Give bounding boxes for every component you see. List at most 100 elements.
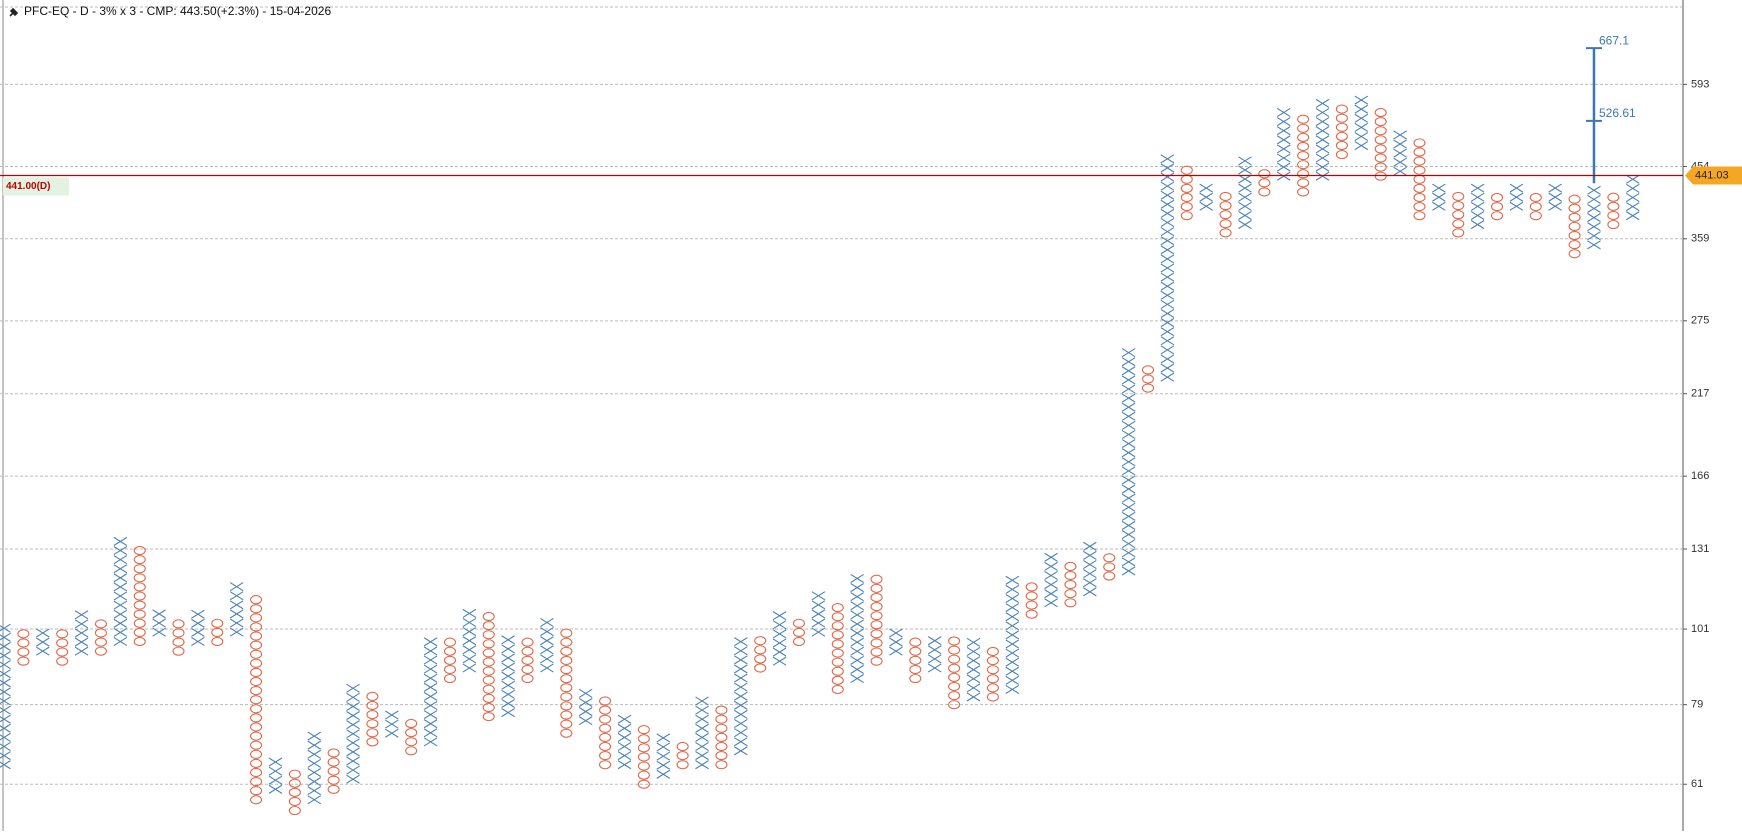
o-box xyxy=(1335,140,1348,151)
o-box xyxy=(831,612,844,622)
o-box xyxy=(482,675,495,685)
o-box xyxy=(1374,135,1387,145)
x-box xyxy=(734,646,748,656)
x-box xyxy=(0,714,11,724)
x-box xyxy=(1625,211,1640,221)
o-box xyxy=(637,752,650,762)
x-box xyxy=(1509,183,1524,193)
x-box xyxy=(1044,589,1058,599)
x-box xyxy=(1238,192,1252,202)
o-box xyxy=(1529,201,1542,212)
x-box xyxy=(966,683,981,693)
x-box xyxy=(74,628,89,638)
o-box xyxy=(1103,562,1116,572)
x-box xyxy=(850,655,864,665)
x-box xyxy=(113,600,128,610)
x-box xyxy=(501,671,515,681)
o-box xyxy=(986,665,999,675)
o-box xyxy=(1297,150,1310,161)
x-box xyxy=(1160,372,1175,382)
x-box xyxy=(1083,541,1097,551)
x-box xyxy=(74,646,89,656)
x-box xyxy=(346,711,360,721)
o-box xyxy=(560,628,573,638)
x-box xyxy=(1238,165,1252,175)
x-box xyxy=(1121,484,1136,494)
x-box xyxy=(1121,493,1136,503)
o-box xyxy=(250,649,263,659)
x-box xyxy=(1121,402,1136,412)
x-box xyxy=(617,714,632,724)
x-box xyxy=(656,733,671,743)
o-box xyxy=(870,629,883,639)
x-box xyxy=(113,627,128,637)
o-box xyxy=(1219,191,1232,202)
x-box xyxy=(850,592,864,602)
chart-title: PFC-EQ - D - 3% x 3 - CMP: 443.50(+2.3%)… xyxy=(24,4,331,18)
x-box xyxy=(811,609,826,619)
x-box xyxy=(1160,172,1175,182)
x-box xyxy=(1587,231,1601,241)
o-box xyxy=(133,582,146,592)
x-box xyxy=(229,600,244,610)
o-box xyxy=(327,757,340,767)
y-tick-label: 61 xyxy=(1691,778,1703,790)
o-box xyxy=(1180,183,1193,193)
o-box xyxy=(250,622,263,632)
x-box xyxy=(229,627,244,637)
x-box xyxy=(307,758,322,768)
o-box xyxy=(560,646,573,656)
o-box xyxy=(1374,107,1387,118)
o-box xyxy=(211,618,224,628)
x-box xyxy=(346,774,360,784)
x-box xyxy=(734,700,748,710)
x-box xyxy=(1005,630,1020,640)
x-box xyxy=(346,683,360,693)
x-box xyxy=(0,751,11,761)
o-box xyxy=(250,676,263,687)
o-box xyxy=(250,595,263,605)
o-box xyxy=(482,657,495,667)
o-box xyxy=(1297,187,1310,197)
o-box xyxy=(250,776,263,787)
o-box xyxy=(1180,192,1193,203)
o-box xyxy=(909,637,922,647)
o-box xyxy=(1141,383,1155,393)
x-box xyxy=(1315,171,1330,181)
x-box xyxy=(1354,104,1369,114)
o-box xyxy=(1607,192,1620,202)
o-box xyxy=(1568,221,1581,232)
x-box xyxy=(1121,366,1136,376)
x-box xyxy=(462,617,477,628)
x-box xyxy=(734,655,748,665)
o-box xyxy=(792,627,806,637)
x-box xyxy=(850,619,864,629)
x-box xyxy=(423,728,438,738)
x-box xyxy=(1121,539,1136,549)
x-box xyxy=(734,691,748,701)
x-box xyxy=(1044,570,1058,581)
o-box xyxy=(599,696,612,706)
o-box xyxy=(94,637,107,647)
o-box xyxy=(443,637,457,647)
x-box xyxy=(0,678,11,688)
o-box xyxy=(831,675,844,685)
o-box xyxy=(560,683,573,693)
x-box xyxy=(540,627,554,637)
x-box xyxy=(307,749,322,759)
x-box xyxy=(889,637,903,647)
o-box xyxy=(909,673,922,684)
x-box xyxy=(0,732,11,742)
x-box xyxy=(1315,162,1330,172)
x-box xyxy=(656,742,671,752)
x-box xyxy=(734,664,748,674)
x-box xyxy=(1121,548,1136,558)
o-box xyxy=(1490,192,1504,203)
x-box xyxy=(889,628,903,638)
x-box xyxy=(1238,220,1252,230)
x-box xyxy=(1160,327,1175,337)
o-box xyxy=(948,700,961,710)
x-box xyxy=(346,729,360,739)
o-box xyxy=(1258,187,1271,197)
o-box xyxy=(1025,582,1038,592)
